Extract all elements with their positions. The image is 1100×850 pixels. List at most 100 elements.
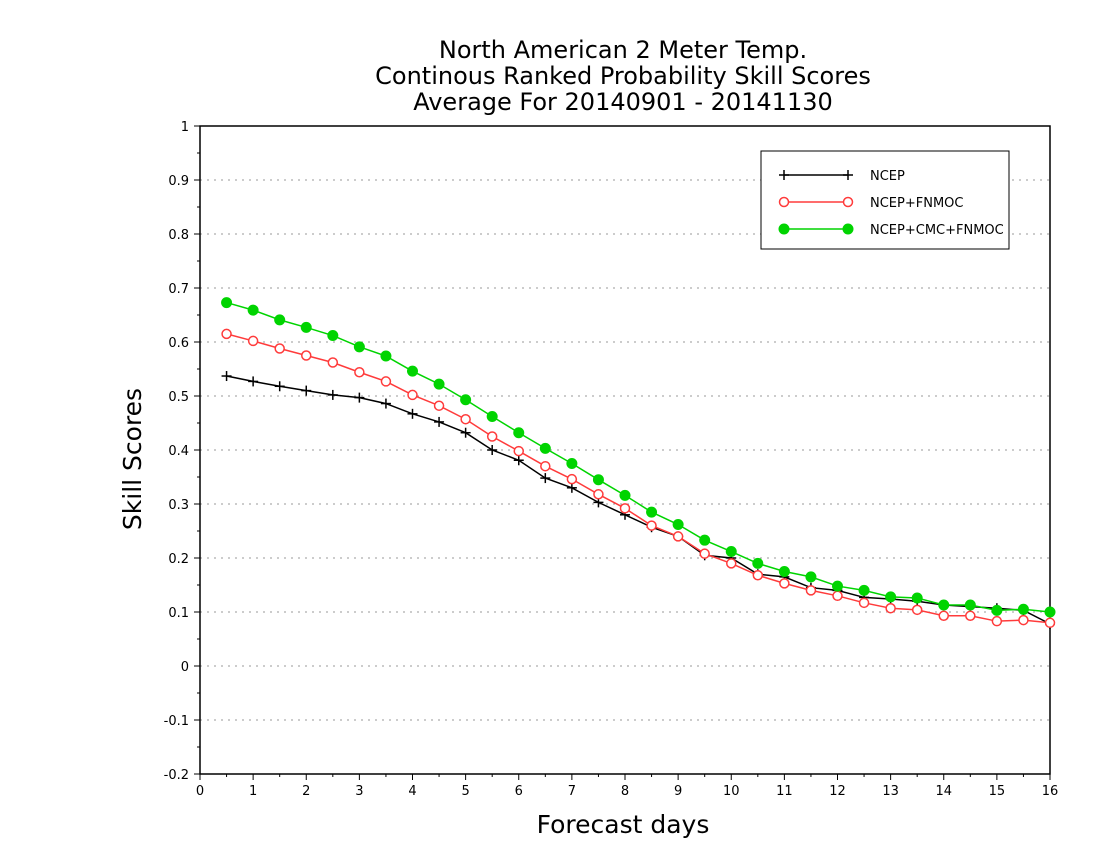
y-tick-label: 0.7 xyxy=(168,282,189,297)
data-point-filled-circle xyxy=(885,591,897,603)
data-point-filled-circle xyxy=(619,489,631,501)
y-tick-label: 0.5 xyxy=(168,390,189,405)
data-point-plus xyxy=(407,408,418,419)
data-point-filled-circle xyxy=(221,297,233,309)
data-point-open-circle xyxy=(486,431,498,442)
data-point-open-circle xyxy=(752,570,764,581)
x-tick-label: 16 xyxy=(1042,784,1059,799)
data-point-filled-circle xyxy=(300,321,312,333)
data-point-filled-circle xyxy=(1017,603,1029,615)
y-axis-ticks: -0.2 -0.1 0 0.1 0.2 0.3 0.4 0.5 0.6 0.7 0.8 0.9 1 xyxy=(164,120,200,783)
data-point-open-circle xyxy=(1018,614,1029,626)
data-point-plus xyxy=(513,455,524,466)
data-point-open-circle xyxy=(619,503,631,514)
series-line xyxy=(226,375,1051,625)
x-tick-label: 10 xyxy=(723,784,740,799)
legend: NCEP NCEP+FNMOC NCEP+CMC+FNMOC xyxy=(760,150,1010,250)
data-point-plus xyxy=(327,389,338,400)
data-point-plus xyxy=(779,170,789,180)
y-tick-label: -0.1 xyxy=(164,714,189,729)
data-point-filled-circle xyxy=(858,584,870,596)
data-point-filled-circle xyxy=(1044,606,1056,618)
legend-entry: NCEP+FNMOC xyxy=(778,196,963,211)
data-point-open-circle xyxy=(433,400,445,411)
x-tick-label: 9 xyxy=(674,784,682,799)
data-point-filled-circle xyxy=(247,304,259,316)
y-tick-label: 1 xyxy=(181,120,189,135)
data-point-filled-circle xyxy=(991,604,1003,616)
data-point-open-circle xyxy=(832,590,843,602)
data-point-plus xyxy=(843,170,853,180)
series-ncep-cmc-fnmoc xyxy=(221,297,1056,618)
data-point-filled-circle xyxy=(778,566,790,577)
title-line-3: Average For 20140901 - 20141130 xyxy=(413,88,833,116)
x-tick-label: 8 xyxy=(621,784,629,799)
data-series xyxy=(221,297,1056,629)
data-point-open-circle xyxy=(1044,617,1056,629)
data-point-open-circle xyxy=(407,389,418,401)
data-point-open-circle xyxy=(858,597,870,609)
grid-lines xyxy=(200,179,1050,721)
data-point-open-circle xyxy=(672,531,684,542)
data-point-open-circle xyxy=(221,328,232,340)
data-point-open-circle xyxy=(726,558,737,569)
series-ncep-fnmoc xyxy=(221,328,1056,629)
series-line xyxy=(226,333,1051,624)
series-ncep xyxy=(221,371,1055,629)
data-point-filled-circle xyxy=(938,599,950,611)
data-point-filled-circle xyxy=(327,330,339,342)
x-tick-label: 13 xyxy=(882,784,899,799)
data-point-open-circle xyxy=(513,445,524,457)
y-tick-label: 0.4 xyxy=(168,444,189,459)
data-point-open-circle xyxy=(247,335,259,347)
y-tick-label: 0 xyxy=(181,660,189,675)
x-tick-label: 12 xyxy=(829,784,846,799)
chart-title: North American 2 Meter Temp. Continous R… xyxy=(375,36,871,116)
data-point-filled-circle xyxy=(353,341,365,353)
x-tick-label: 11 xyxy=(776,784,793,799)
data-point-plus xyxy=(380,398,391,409)
data-point-filled-circle xyxy=(592,474,604,486)
x-tick-label: 6 xyxy=(515,784,523,799)
x-tick-label: 4 xyxy=(408,784,416,799)
data-point-filled-circle xyxy=(805,571,817,583)
data-point-open-circle xyxy=(274,343,285,354)
data-point-filled-circle xyxy=(646,506,658,518)
data-point-filled-circle xyxy=(380,350,392,362)
data-point-filled-circle xyxy=(566,458,578,469)
x-tick-label: 5 xyxy=(461,784,469,799)
data-point-filled-circle xyxy=(778,223,790,235)
legend-label: NCEP+CMC+FNMOC xyxy=(870,223,1004,238)
x-tick-label: 15 xyxy=(989,784,1006,799)
x-tick-label: 3 xyxy=(355,784,363,799)
x-tick-label: 2 xyxy=(302,784,310,799)
data-point-filled-circle xyxy=(752,557,764,569)
legend-label: NCEP xyxy=(870,169,905,184)
data-point-plus xyxy=(274,381,285,392)
data-point-filled-circle xyxy=(274,314,286,326)
legend-box xyxy=(760,150,1010,250)
data-point-open-circle xyxy=(354,366,365,378)
data-point-filled-circle xyxy=(911,592,923,604)
x-axis-ticks: 0 1 2 3 4 5 6 7 8 9 10 11 12 13 14 15 16 xyxy=(196,774,1058,799)
data-point-plus xyxy=(221,371,232,382)
legend-label: NCEP+FNMOC xyxy=(870,196,963,211)
data-point-filled-circle xyxy=(460,394,472,406)
data-point-open-circle xyxy=(327,357,339,368)
data-point-open-circle xyxy=(460,413,471,425)
data-point-filled-circle xyxy=(433,378,445,390)
data-point-filled-circle xyxy=(699,534,711,546)
y-tick-label: 0.1 xyxy=(168,606,189,621)
data-point-filled-circle xyxy=(539,442,551,454)
y-tick-label: 0.2 xyxy=(168,552,189,567)
data-point-plus xyxy=(566,482,577,493)
y-tick-label: 0.6 xyxy=(168,336,189,351)
data-point-filled-circle xyxy=(407,365,418,377)
series-line xyxy=(226,301,1051,613)
data-point-filled-circle xyxy=(832,580,843,592)
x-tick-label: 0 xyxy=(196,784,204,799)
x-axis-title: Forecast days xyxy=(537,810,710,839)
data-point-filled-circle xyxy=(842,223,854,235)
data-point-open-circle xyxy=(965,610,976,622)
